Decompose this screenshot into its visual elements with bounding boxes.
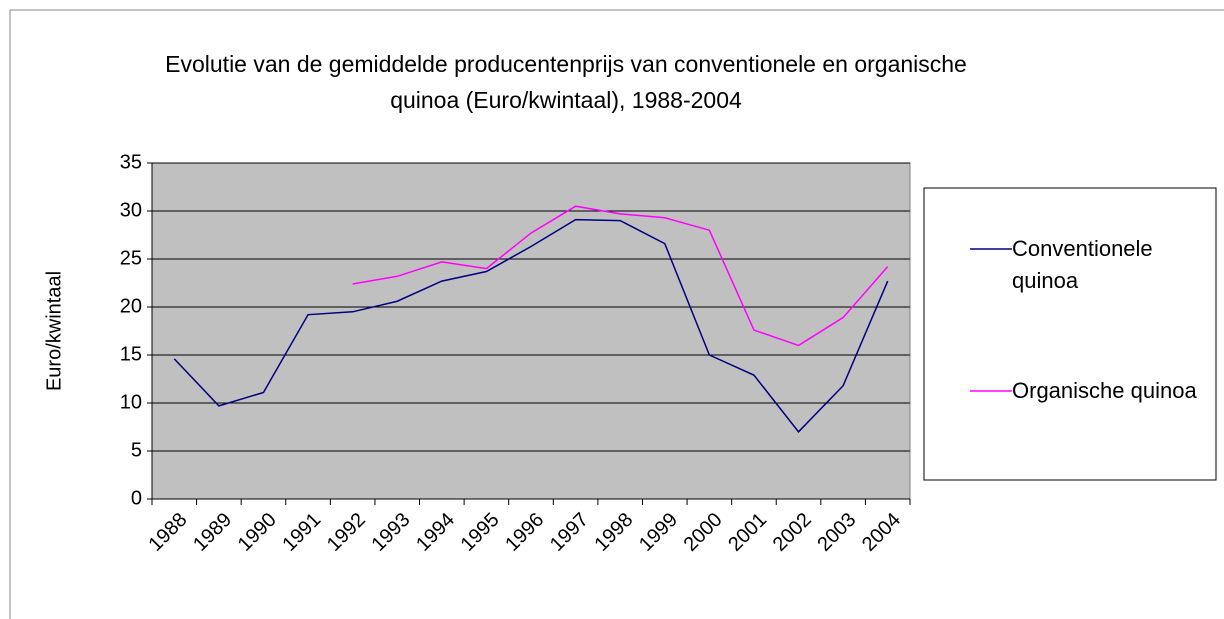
y-tick-label: 0	[131, 487, 142, 509]
y-tick-label: 15	[120, 343, 142, 365]
y-tick-label: 25	[120, 247, 142, 269]
legend-label: Organische quinoa	[1012, 378, 1197, 403]
plot-area	[151, 162, 911, 500]
line-series	[173, 218, 889, 433]
y-tick-label: 20	[120, 295, 142, 317]
y-tick-label: 10	[120, 391, 142, 413]
chart-title: Evolutie van de gemiddelde producentenpr…	[165, 51, 967, 113]
legend-box	[923, 187, 1217, 481]
y-tick-label: 5	[131, 439, 142, 461]
y-axis-label: Euro/kwintaal	[43, 271, 65, 391]
line-series	[352, 205, 889, 347]
y-tick-label: 30	[120, 199, 142, 221]
y-tick-label: 35	[120, 151, 142, 173]
legend-label: Conventionele quinoa	[1012, 236, 1153, 293]
